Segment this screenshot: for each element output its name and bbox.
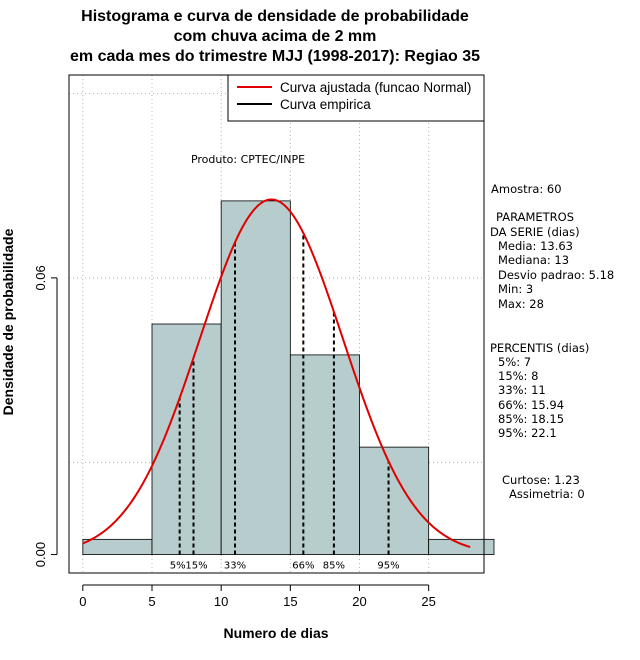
percentil-95: 95%: 22.1 (498, 426, 557, 440)
param-sd: Desvio padrao: 5.18 (498, 268, 614, 282)
skewness: Assimetria: 0 (509, 487, 585, 501)
histogram-bar (220, 200, 291, 555)
percentile-label: 15% (185, 561, 207, 572)
y-tick-label: 0.06 (33, 265, 48, 290)
bars (82, 200, 495, 555)
percentile-label: 33% (224, 561, 246, 572)
normal-curve (82, 198, 471, 548)
y-tick-label: 0.00 (33, 542, 48, 567)
param-median: Mediana: 13 (498, 253, 569, 267)
title-line-3: em cada mes do trimestre MJJ (1998-2017)… (70, 48, 480, 65)
histogram-bar (151, 323, 222, 555)
param-mean: Media: 13.63 (498, 239, 573, 253)
percentile-label: 85% (323, 561, 345, 572)
x-tick-label: 20 (352, 594, 366, 609)
percentile-labels: 5% 15% 33% 66% 85% 95% (170, 561, 400, 572)
percentile-label: 5% (170, 561, 186, 572)
param-min: Min: 3 (498, 282, 533, 296)
percentil-33: 33%: 11 (498, 383, 546, 397)
kurtosis: Curtose: 1.23 (502, 473, 580, 487)
x-tick-label: 10 (214, 594, 228, 609)
legend-label-empirical: Curva empirica (280, 97, 371, 112)
param-max: Max: 28 (498, 297, 544, 311)
title-line-1: Histograma e curva de densidade de proba… (81, 8, 469, 25)
histogram-bar (428, 538, 495, 555)
x-tick-label: 15 (283, 594, 297, 609)
histogram-bar (82, 538, 153, 555)
fitted-curve (82, 198, 471, 548)
legend-box (227, 74, 485, 122)
percentis-header: PERCENTIS (dias) (490, 341, 589, 355)
params-header-2: DA SERIE (dias) (490, 225, 580, 239)
histogram-bar (359, 446, 430, 555)
stats-panel: Amostra: 60 PARAMETROS DA SERIE (dias) M… (490, 182, 614, 501)
percentile-lines (178, 233, 390, 555)
x-tick-label: 0 (79, 594, 86, 609)
sample-size: Amostra: 60 (491, 182, 562, 196)
percentile-label: 95% (377, 561, 399, 572)
x-axis: 0 5 10 15 20 25 (79, 584, 436, 609)
percentil-85: 85%: 18.15 (498, 412, 564, 426)
x-axis-title: Numero de dias (223, 625, 328, 641)
histogram-bar (289, 354, 360, 555)
chart-title: Histograma e curva de densidade de proba… (70, 8, 480, 65)
x-tick-label: 5 (148, 594, 155, 609)
percentile-label: 66% (292, 561, 314, 572)
product-annotation: Produto: CPTEC/INPE (191, 153, 305, 166)
legend-label-fitted: Curva ajustada (funcao Normal) (280, 80, 471, 95)
percentil-15: 15%: 8 (498, 369, 538, 383)
params-header-1: PARAMETROS (496, 210, 574, 224)
title-line-2: com chuva acima de 2 mm (174, 28, 377, 45)
percentil-5: 5%: 7 (498, 355, 531, 369)
y-axis: 0.00 0.06 (33, 265, 58, 567)
y-axis-title: Densidade de probabilidade (0, 228, 16, 415)
x-tick-label: 25 (421, 594, 435, 609)
legend: Curva ajustada (funcao Normal) Curva emp… (227, 74, 485, 122)
percentil-66: 66%: 15.94 (498, 398, 564, 412)
